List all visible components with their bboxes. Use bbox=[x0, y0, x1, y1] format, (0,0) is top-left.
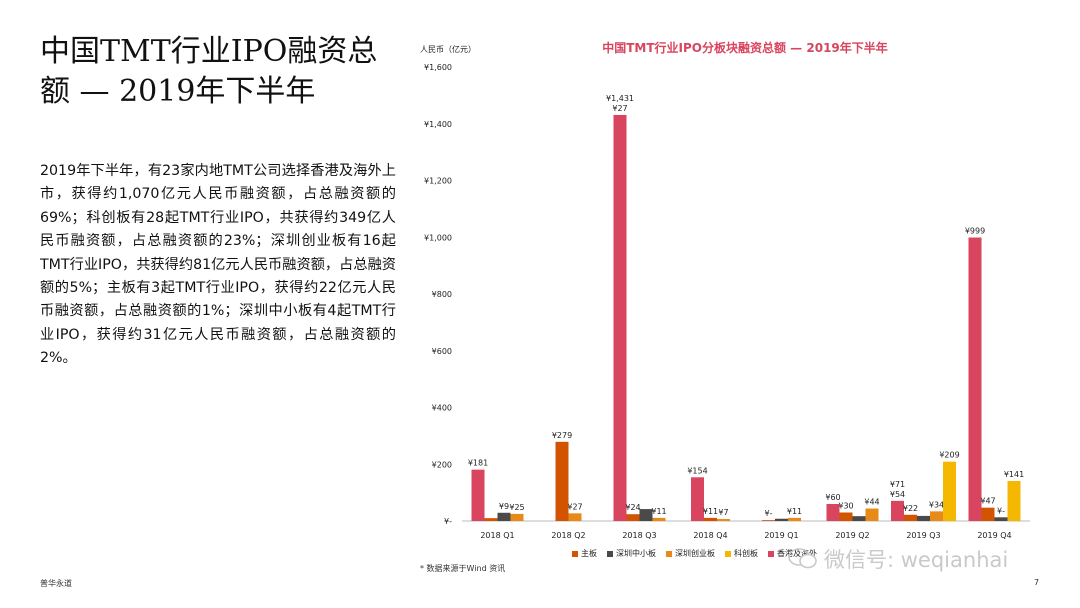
bar bbox=[826, 503, 840, 521]
data-label: ¥34 bbox=[929, 500, 944, 509]
x-tick-label: 2019 Q3 bbox=[906, 531, 940, 540]
data-label: ¥25 bbox=[509, 503, 524, 512]
data-label: ¥71 bbox=[890, 480, 905, 489]
data-label: ¥30 bbox=[838, 501, 853, 510]
bar bbox=[626, 514, 640, 521]
legend-item: 深圳创业板 bbox=[666, 548, 715, 559]
data-label: ¥27 bbox=[567, 502, 582, 511]
legend-swatch bbox=[607, 550, 613, 557]
data-label: ¥181 bbox=[468, 459, 488, 468]
x-tick-label: 2019 Q2 bbox=[835, 531, 869, 540]
bar bbox=[852, 516, 866, 521]
data-label: ¥11 bbox=[787, 507, 802, 516]
data-label: ¥54 bbox=[890, 490, 905, 499]
data-label: ¥154 bbox=[687, 466, 707, 475]
bar bbox=[484, 518, 498, 521]
bar bbox=[1007, 480, 1021, 521]
bar bbox=[497, 512, 511, 521]
bar bbox=[510, 513, 524, 521]
data-label: ¥- bbox=[765, 509, 773, 518]
legend-swatch bbox=[768, 550, 774, 557]
bar bbox=[652, 517, 666, 521]
body-paragraph: 2019年下半年，有23家内地TMT公司选择香港及海外上市，获得约1,070亿元… bbox=[40, 163, 396, 367]
bar bbox=[704, 517, 717, 521]
bar bbox=[981, 507, 995, 521]
data-label: ¥22 bbox=[903, 504, 918, 513]
bar bbox=[691, 477, 704, 521]
y-axis-label: 人民币（亿元） bbox=[420, 44, 476, 54]
bar bbox=[904, 514, 917, 521]
legend-item: 深圳中小板 bbox=[607, 548, 656, 559]
page-number: 7 bbox=[1034, 578, 1040, 587]
bar bbox=[865, 508, 879, 521]
legend-label: 科创板 bbox=[734, 549, 758, 558]
data-label: ¥9 bbox=[499, 502, 509, 511]
data-label: ¥279 bbox=[552, 431, 572, 440]
legend-swatch bbox=[666, 550, 672, 557]
y-tick-label: ¥1,000 bbox=[424, 233, 452, 242]
legend-label: 主板 bbox=[581, 549, 597, 558]
data-label: ¥60 bbox=[825, 493, 840, 502]
bar bbox=[613, 114, 627, 522]
bar bbox=[775, 518, 788, 521]
source-footnote: * 数据来源于Wind 资讯 bbox=[420, 564, 506, 573]
x-tick-label: 2018 Q4 bbox=[693, 531, 727, 540]
bar bbox=[917, 515, 930, 521]
footer-brand: 普华永道 bbox=[40, 579, 72, 588]
data-label: ¥- bbox=[997, 506, 1005, 515]
data-label: ¥141 bbox=[1004, 470, 1024, 479]
data-label: ¥209 bbox=[939, 451, 959, 460]
data-label: ¥47 bbox=[980, 497, 995, 506]
chart-legend: 主板 深圳中小板 深圳创业板 科创板 香港及海外 bbox=[572, 548, 817, 559]
legend-item: 科创板 bbox=[725, 548, 758, 559]
legend-item: 主板 bbox=[572, 548, 597, 559]
x-tick-label: 2019 Q4 bbox=[977, 531, 1011, 540]
data-label: ¥1,431 bbox=[606, 94, 634, 103]
bar bbox=[930, 511, 943, 521]
bar bbox=[968, 237, 982, 521]
wechat-watermark: 微信号: weqianhai bbox=[788, 544, 1008, 574]
y-tick-label: ¥1,200 bbox=[424, 177, 452, 186]
y-tick-label: ¥400 bbox=[432, 404, 452, 413]
bar bbox=[762, 520, 775, 521]
data-label: ¥11 bbox=[703, 507, 718, 516]
x-tick-label: 2019 Q1 bbox=[764, 531, 798, 540]
data-label: ¥999 bbox=[965, 227, 985, 236]
bar bbox=[568, 513, 582, 521]
x-tick-label: 2018 Q2 bbox=[551, 531, 585, 540]
legend-item: 香港及海外 bbox=[768, 548, 817, 559]
y-tick-label: ¥200 bbox=[432, 460, 452, 469]
data-label: ¥11 bbox=[651, 507, 666, 516]
data-label: ¥7 bbox=[718, 508, 728, 517]
wechat-icon bbox=[788, 547, 818, 571]
chart-title: 中国TMT行业IPO分板块融资总额 — 2019年下半年 bbox=[602, 40, 888, 55]
y-tick-label: ¥- bbox=[444, 517, 452, 526]
watermark-text: 微信号: weqianhai bbox=[824, 548, 1009, 572]
y-tick-label: ¥800 bbox=[432, 290, 452, 299]
x-tick-label: 2018 Q3 bbox=[622, 531, 656, 540]
legend-label: 深圳创业板 bbox=[675, 549, 715, 558]
bar bbox=[471, 469, 485, 521]
x-tick-label: 2018 Q1 bbox=[480, 531, 514, 540]
bar bbox=[943, 461, 956, 521]
bar bbox=[717, 519, 730, 521]
legend-swatch bbox=[572, 550, 578, 557]
legend-label: 香港及海外 bbox=[777, 549, 817, 558]
bar bbox=[839, 512, 853, 521]
bar bbox=[639, 509, 653, 521]
y-tick-label: ¥1,600 bbox=[424, 63, 452, 72]
page-title: 中国TMT行业IPO融资总额 — 2019年下半年 bbox=[40, 34, 378, 109]
bar bbox=[891, 500, 904, 521]
data-label: ¥27 bbox=[612, 104, 627, 113]
legend-swatch bbox=[725, 550, 731, 557]
data-label: ¥44 bbox=[864, 498, 879, 507]
legend-label: 深圳中小板 bbox=[616, 549, 656, 558]
data-label: ¥24 bbox=[625, 503, 640, 512]
y-tick-label: ¥1,400 bbox=[424, 120, 452, 129]
bar bbox=[994, 517, 1008, 521]
bar bbox=[555, 441, 569, 521]
bar bbox=[788, 517, 801, 521]
y-tick-label: ¥600 bbox=[432, 347, 452, 356]
